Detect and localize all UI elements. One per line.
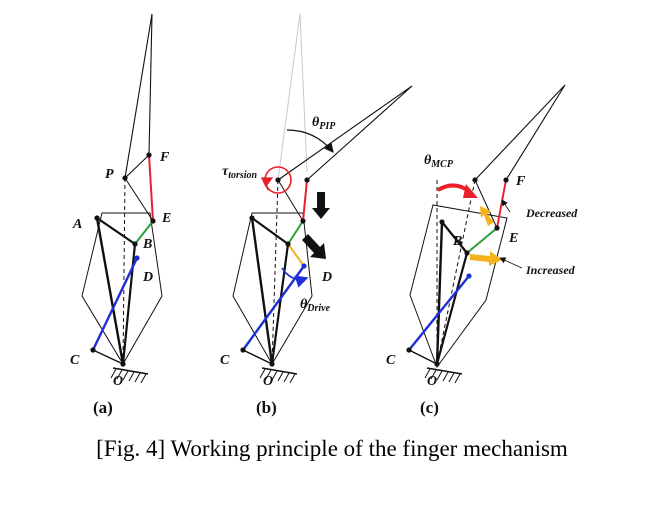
label-a-a: A <box>72 217 82 232</box>
link-ao-b <box>250 217 274 365</box>
panel-c: θMCP F E B Decreased Increased C O (c) <box>386 84 578 417</box>
green-link-c <box>466 227 498 254</box>
red-link-a <box>148 154 154 222</box>
link-ao-a <box>95 217 125 365</box>
panel-tag-c: (c) <box>420 398 439 417</box>
panel-tag-b: (b) <box>256 398 277 417</box>
label-theta-pip: θPIP <box>312 115 336 132</box>
label-tau: τtorsion <box>222 164 258 181</box>
mcp-arrow-head <box>463 184 478 198</box>
increased-pointer <box>499 257 523 269</box>
label-decreased: Decreased <box>525 206 578 220</box>
distal-segment-a <box>124 13 153 179</box>
link-pf-a <box>124 154 150 179</box>
label-b-a: B <box>142 237 152 252</box>
palm-outline-a <box>81 212 163 365</box>
link-ao-c <box>435 221 444 365</box>
ground-b <box>261 367 298 375</box>
link-bo-b <box>270 243 290 365</box>
red-link-c <box>496 179 507 229</box>
label-p-a: P <box>105 167 114 182</box>
green-link-a <box>134 220 154 245</box>
label-o-c: O <box>427 374 437 389</box>
ground-c <box>426 367 463 375</box>
faded-finger-b <box>277 13 308 181</box>
blue-link-a <box>91 257 139 351</box>
panel-a: P F E A B D C O (a) <box>70 13 171 417</box>
label-o-a: O <box>113 374 123 389</box>
label-o-b: O <box>263 374 273 389</box>
orange-arrow-right <box>470 251 502 266</box>
figure-caption: [Fig. 4] Working principle of the finger… <box>96 436 568 461</box>
torsion-arrow <box>260 177 274 191</box>
label-d-b: D <box>321 270 332 285</box>
ground-link-c <box>408 349 438 365</box>
link-pe-b <box>277 179 304 222</box>
decreased-pointer <box>501 199 511 213</box>
label-c-a: C <box>70 353 80 368</box>
label-c-c: C <box>386 353 396 368</box>
label-theta-drive: θDrive <box>300 297 331 314</box>
label-f-a: F <box>159 150 170 165</box>
green-link-b <box>287 220 304 245</box>
orange-arrow-up <box>480 206 494 226</box>
link-ab-b <box>251 217 289 245</box>
ground-link-a <box>92 349 124 365</box>
link-bo-c <box>435 252 469 365</box>
palm-outline-b <box>232 212 313 365</box>
palm-outline-c <box>409 204 508 369</box>
ground-link-b <box>242 349 273 365</box>
label-d-a: D <box>142 270 153 285</box>
pip-angle-arc <box>286 129 334 153</box>
link-pe-a <box>124 177 154 222</box>
red-link-b <box>302 179 308 222</box>
label-c-b: C <box>220 353 230 368</box>
label-e-a: E <box>161 211 171 226</box>
blue-link-b <box>242 265 305 351</box>
blue-link-c <box>408 275 470 351</box>
panel-tag-a: (a) <box>93 398 113 417</box>
dashed-center-a <box>122 177 126 365</box>
yellow-link-b <box>287 243 305 267</box>
joint-d-c <box>466 273 472 279</box>
link-ab-a <box>96 217 136 245</box>
drive-angle-arc <box>281 267 309 288</box>
label-f-c: F <box>515 174 526 189</box>
panel-b: τtorsion θPIP D θDrive C O (b) <box>220 13 413 417</box>
dashed-tilt-c <box>436 179 476 365</box>
ground-a <box>112 367 149 375</box>
distal-segment-b <box>277 85 413 181</box>
dashed-center-b <box>271 179 279 365</box>
force-arrow-down <box>312 192 330 219</box>
link-ab-c <box>441 221 468 254</box>
link-pe-c <box>474 179 498 229</box>
joint-d-a <box>134 255 140 261</box>
label-increased: Increased <box>525 263 576 277</box>
joint-d-b <box>301 263 307 269</box>
label-b-c: B <box>452 234 462 249</box>
label-theta-mcp: θMCP <box>424 153 454 170</box>
label-e-c: E <box>508 231 518 246</box>
force-arrow-diag <box>302 234 326 259</box>
distal-segment-c <box>474 84 566 181</box>
